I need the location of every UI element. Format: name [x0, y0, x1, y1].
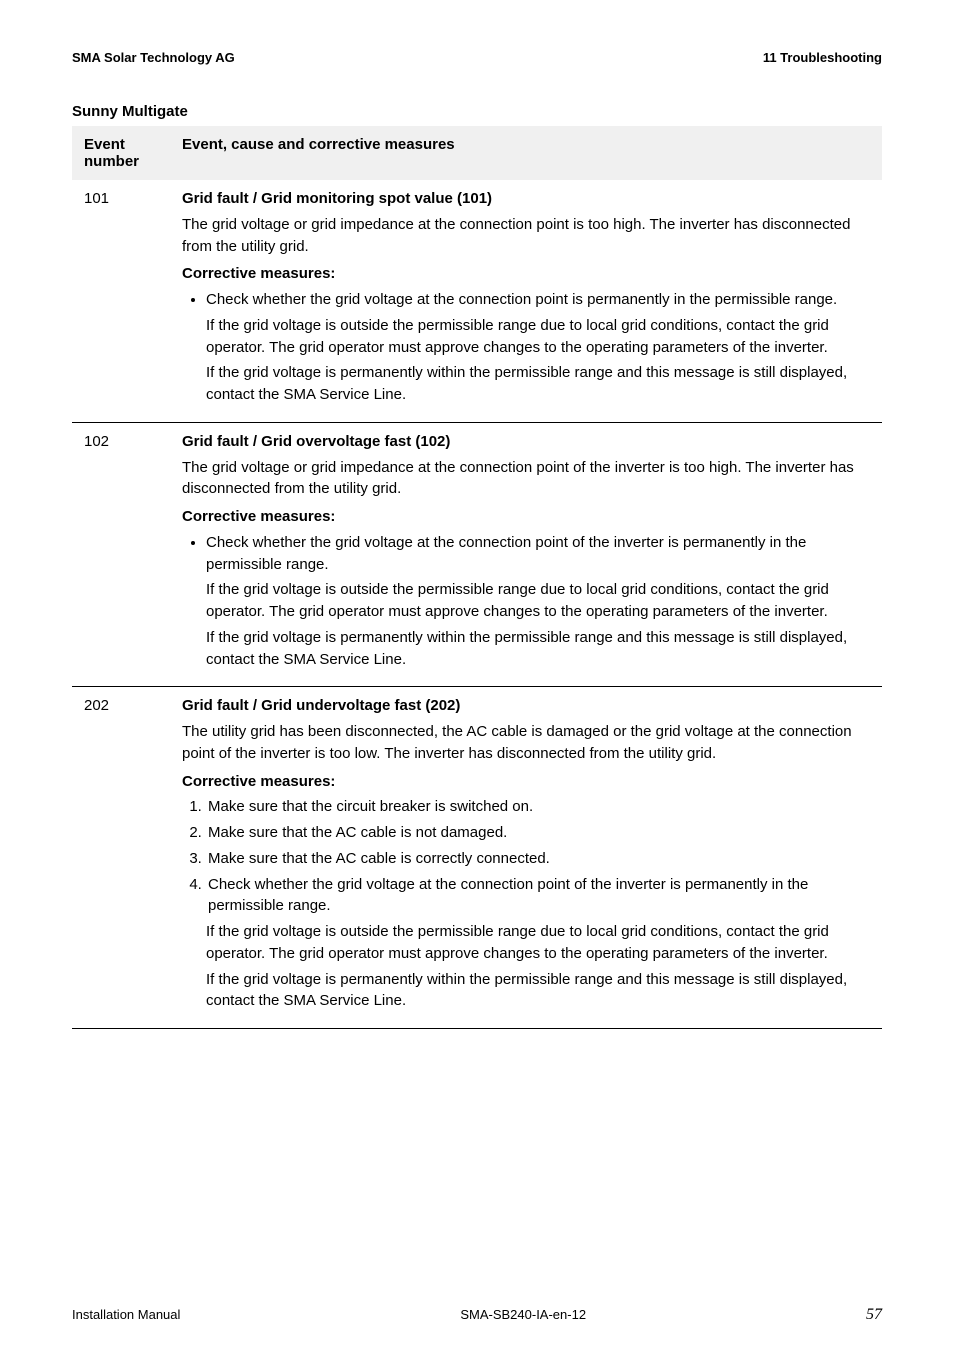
corrective-measures-heading: Corrective measures:	[182, 506, 872, 528]
event-body: Grid fault / Grid overvoltage fast (102)…	[182, 431, 872, 675]
col-header-event-number: Event number	[82, 136, 182, 170]
hanging-paragraph: If the grid voltage is permanently withi…	[206, 362, 872, 406]
hanging-paragraph: If the grid voltage is permanently withi…	[206, 969, 872, 1013]
hanging-paragraph: If the grid voltage is permanently withi…	[206, 627, 872, 671]
footer-center: SMA-SB240-IA-en-12	[460, 1307, 586, 1322]
table-header-band: Event number Event, cause and corrective…	[72, 126, 882, 180]
event-description: The grid voltage or grid impedance at th…	[182, 214, 872, 258]
page-header: SMA Solar Technology AG 11 Troubleshooti…	[72, 50, 882, 65]
hanging-paragraph: If the grid voltage is outside the permi…	[206, 921, 872, 965]
table-row: 101 Grid fault / Grid monitoring spot va…	[72, 180, 882, 423]
event-number: 101	[82, 188, 182, 410]
bullet-list: Check whether the grid voltage at the co…	[206, 532, 872, 576]
hanging-paragraph: If the grid voltage is outside the permi…	[206, 579, 872, 623]
header-left: SMA Solar Technology AG	[72, 50, 235, 65]
event-number: 202	[82, 695, 182, 1016]
header-right: 11 Troubleshooting	[763, 50, 882, 65]
table-row: 202 Grid fault / Grid undervoltage fast …	[72, 687, 882, 1029]
event-body: Grid fault / Grid undervoltage fast (202…	[182, 695, 872, 1016]
list-item: Check whether the grid voltage at the co…	[206, 874, 872, 918]
event-number: 102	[82, 431, 182, 675]
event-title: Grid fault / Grid monitoring spot value …	[182, 188, 872, 210]
page-footer: Installation Manual SMA-SB240-IA-en-12 5…	[72, 1306, 882, 1324]
list-item: Make sure that the circuit breaker is sw…	[206, 796, 872, 818]
list-item: Make sure that the AC cable is not damag…	[206, 822, 872, 844]
event-description: The grid voltage or grid impedance at th…	[182, 457, 872, 501]
numbered-list: Make sure that the circuit breaker is sw…	[206, 796, 872, 917]
col-header-cause: Event, cause and corrective measures	[182, 136, 872, 170]
page-number: 57	[866, 1306, 882, 1324]
event-title: Grid fault / Grid overvoltage fast (102)	[182, 431, 872, 453]
event-body: Grid fault / Grid monitoring spot value …	[182, 188, 872, 410]
hanging-paragraph: If the grid voltage is outside the permi…	[206, 315, 872, 359]
list-item: Check whether the grid voltage at the co…	[206, 289, 872, 311]
bullet-list: Check whether the grid voltage at the co…	[206, 289, 872, 311]
section-title: Sunny Multigate	[72, 103, 882, 120]
event-description: The utility grid has been disconnected, …	[182, 721, 872, 765]
event-title: Grid fault / Grid undervoltage fast (202…	[182, 695, 872, 717]
corrective-measures-heading: Corrective measures:	[182, 263, 872, 285]
list-item: Check whether the grid voltage at the co…	[206, 532, 872, 576]
page: SMA Solar Technology AG 11 Troubleshooti…	[0, 0, 954, 1354]
list-item: Make sure that the AC cable is correctly…	[206, 848, 872, 870]
footer-left: Installation Manual	[72, 1307, 180, 1322]
table-row: 102 Grid fault / Grid overvoltage fast (…	[72, 423, 882, 688]
corrective-measures-heading: Corrective measures:	[182, 771, 872, 793]
